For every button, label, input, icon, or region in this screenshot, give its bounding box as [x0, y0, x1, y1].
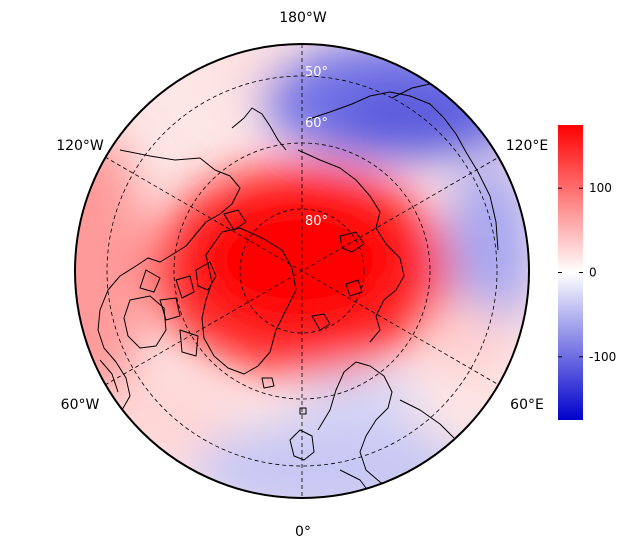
lat-label-80: 80°: [305, 214, 328, 229]
lon-label-upper-right: 120°E: [506, 138, 549, 154]
russia-far-east: [305, 91, 499, 251]
graticule: [104, 44, 500, 498]
map-boundary: [74, 43, 530, 499]
siberia-coast: [297, 149, 405, 343]
lon-label-bottom: 0°: [295, 524, 311, 540]
colorbar-tick-label: 100: [589, 181, 612, 195]
alaska-coast: [231, 107, 287, 151]
lon-label-top: 180°W: [279, 10, 327, 26]
greenland-coast: [201, 227, 297, 375]
colorbar-tick-label: 0: [589, 266, 597, 280]
lat-circle-80: [239, 208, 365, 334]
lon-label-upper-left: 120°W: [56, 138, 104, 154]
lat-label-60: 60°: [305, 116, 328, 131]
colorbar-ticks: 100 0 -100: [558, 181, 616, 364]
colorbar-tick-label: -100: [589, 350, 616, 364]
scandinavia-coast: [317, 361, 397, 491]
lon-label-lower-right: 60°E: [510, 397, 544, 413]
arctic-island: [339, 231, 365, 253]
lon-label-lower-left: 60°W: [61, 397, 100, 413]
colorbar-gradient: [558, 125, 583, 420]
north-america-coast: [97, 149, 241, 411]
meridian-60w-120e: [104, 156, 500, 386]
colorbar: 100 0 -100: [558, 125, 616, 420]
lat-label-50: 50°: [305, 65, 328, 80]
british-isles: [289, 429, 315, 461]
iceland-coast: [261, 377, 275, 389]
